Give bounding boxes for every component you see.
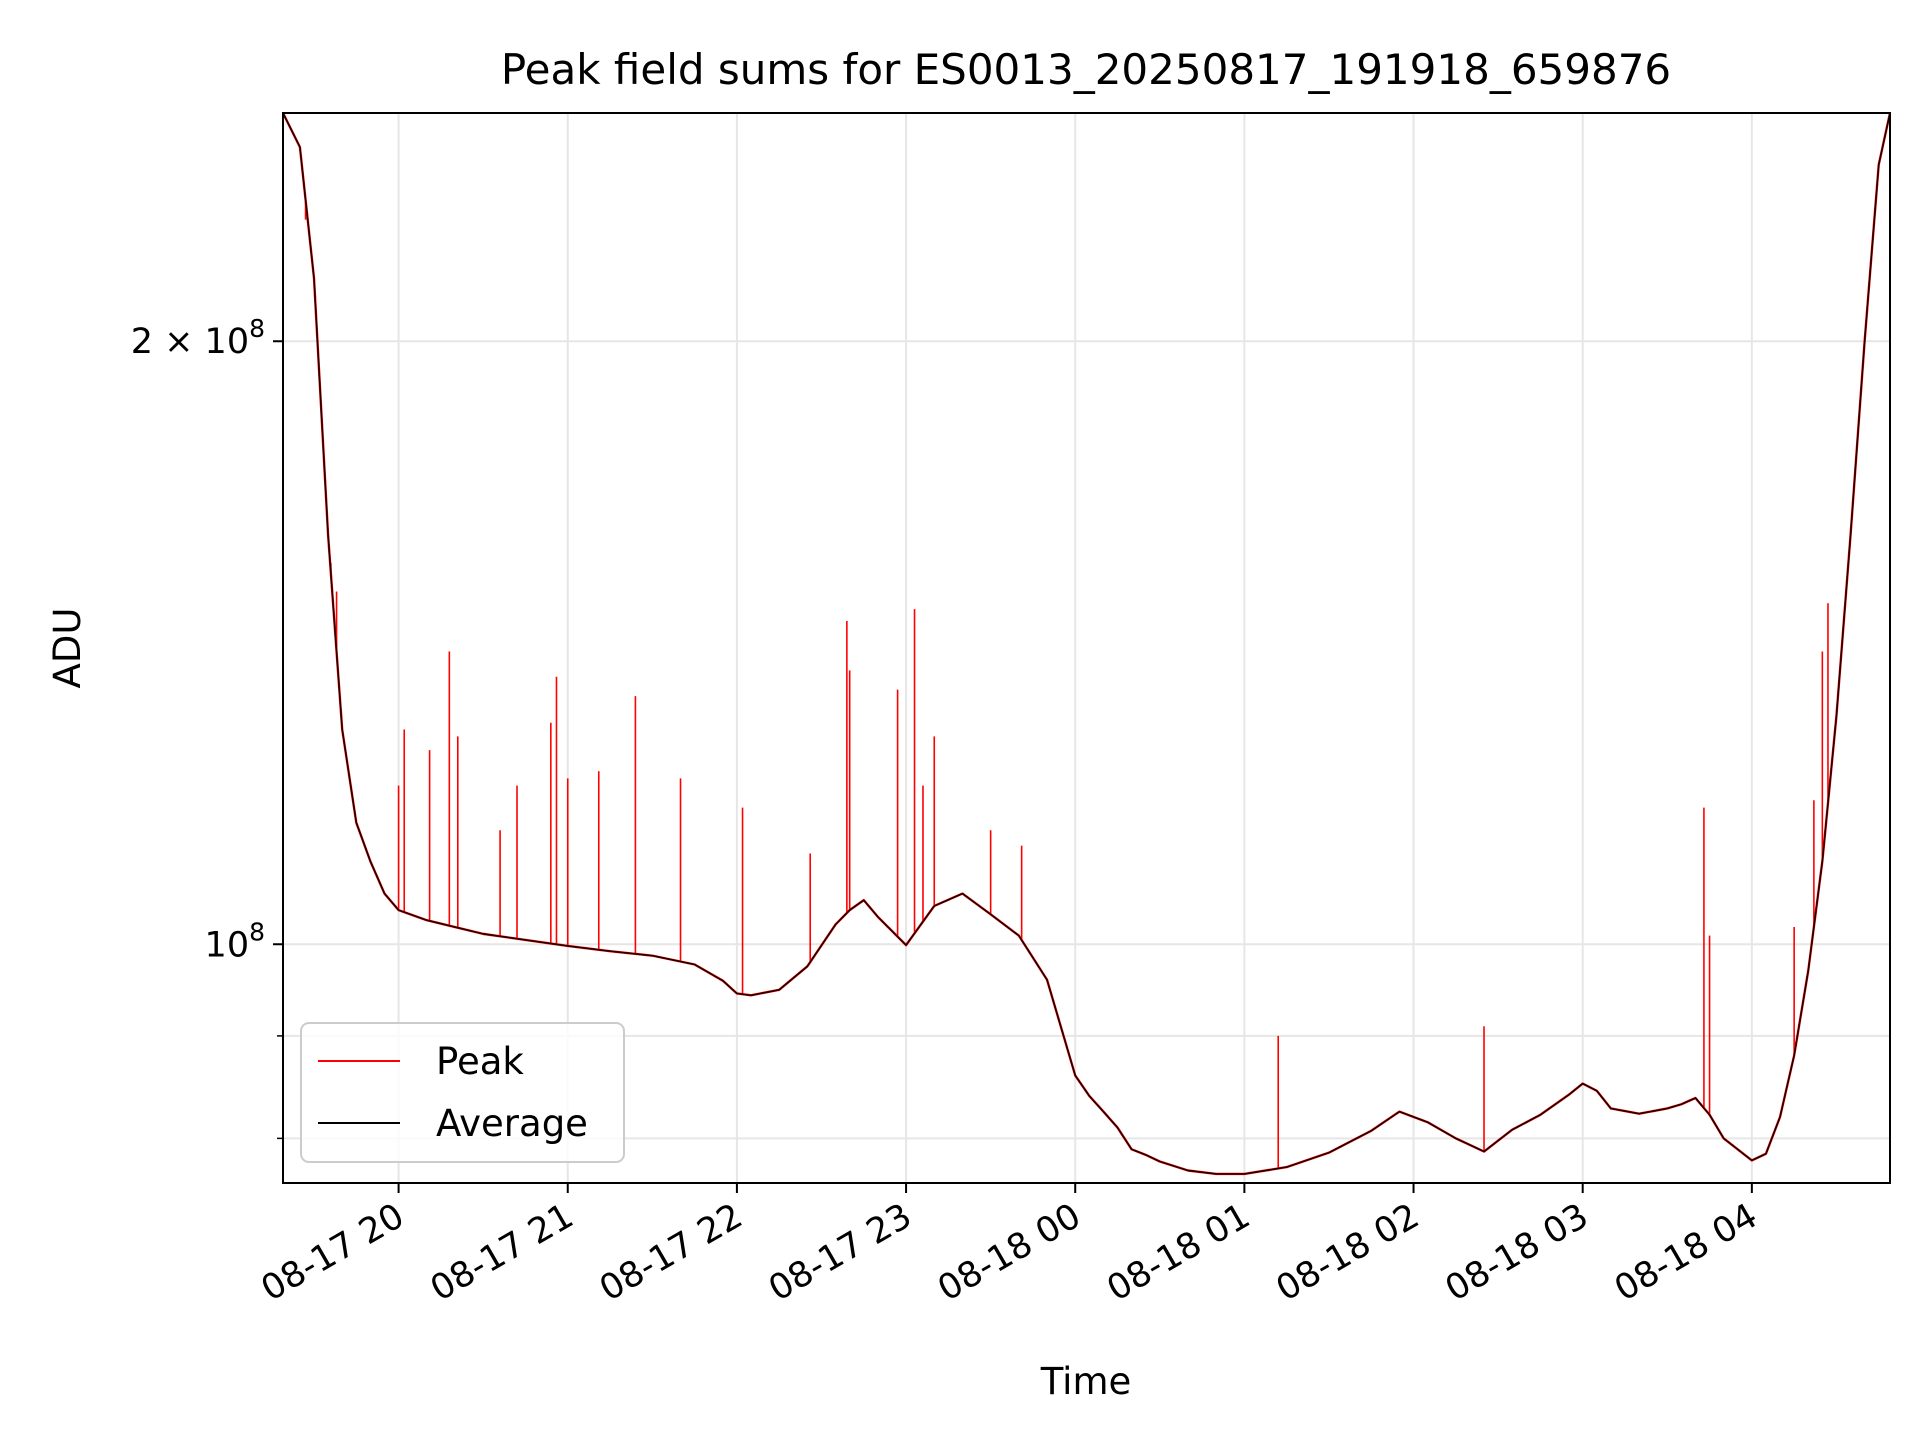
- legend: Peak Average: [300, 1022, 625, 1163]
- series-group: [283, 113, 1890, 1176]
- legend-box: [300, 1022, 625, 1163]
- legend-peak-label: Peak: [436, 1040, 524, 1083]
- y-tick-label: 2 × 108: [131, 314, 265, 362]
- y-axis-ticks: 108 2 × 108: [131, 314, 283, 1140]
- y-tick-label: 108: [205, 917, 265, 965]
- x-axis-label: Time: [1040, 1360, 1132, 1403]
- legend-average-label: Average: [436, 1102, 588, 1145]
- average-line: [283, 113, 1890, 1175]
- series-layer: [283, 113, 1890, 1176]
- chart-title: Peak field sums for ES0013_20250817_1919…: [501, 45, 1671, 94]
- y-axis-label: ADU: [46, 608, 89, 689]
- axes-frame: [282, 112, 1891, 1184]
